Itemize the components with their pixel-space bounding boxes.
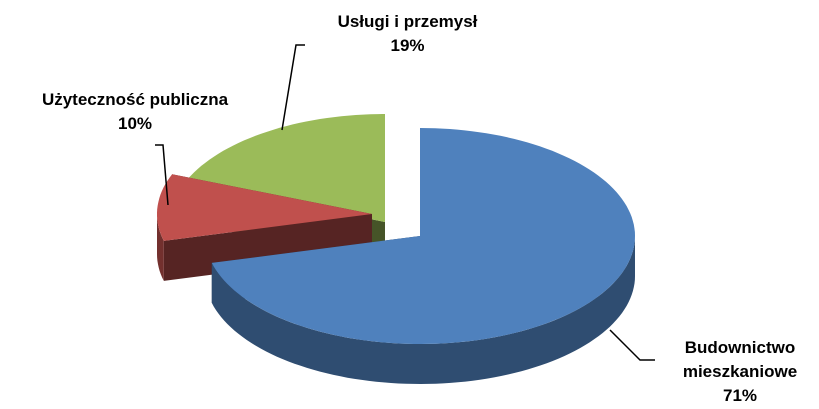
leader-line <box>281 44 305 131</box>
slice-label: Użyteczność publiczna 10% <box>0 88 270 136</box>
leader-line <box>155 144 169 206</box>
category-label: Usługi i przemysł <box>337 12 478 31</box>
category-label: Użyteczność publiczna <box>41 90 229 109</box>
value-label: 10% <box>117 114 153 133</box>
slice-label: Usługi i przemysł 19% <box>300 10 515 58</box>
slice-side <box>211 236 636 384</box>
slice-side <box>157 214 164 281</box>
value-label: 71% <box>722 386 758 405</box>
leader-line <box>609 329 655 361</box>
category-label: Budownictwo mieszkaniowe <box>682 338 798 381</box>
pie-slice <box>211 128 636 384</box>
value-label: 19% <box>390 36 425 55</box>
slice-label: Budownictwo mieszkaniowe 71% <box>660 336 819 408</box>
slice-top <box>157 174 372 241</box>
slice-top <box>211 128 636 344</box>
slice-top <box>185 114 385 222</box>
